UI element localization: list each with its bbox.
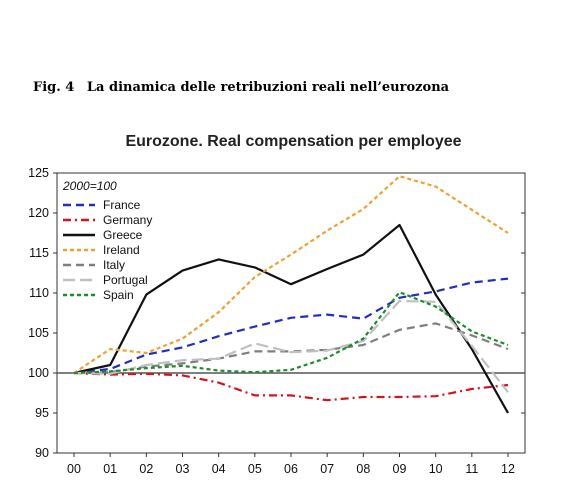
figure-caption-text: La dinamica delle retribuzioni reali nel… [86, 80, 450, 95]
series-line-portugal [73, 299, 509, 393]
x-tick-label: 05 [248, 462, 262, 476]
x-tick-label: 04 [212, 462, 226, 476]
series-line-greece [73, 223, 509, 414]
series-line-spain [73, 291, 509, 375]
legend-label-germany: Germany [103, 213, 152, 227]
y-tick-label: 105 [28, 326, 49, 340]
y-tick-label: 125 [28, 166, 49, 180]
legend-label-spain: Spain [103, 288, 134, 302]
x-tick-label: 12 [501, 462, 515, 476]
series-layer [73, 175, 509, 414]
x-tick-label: 00 [67, 462, 81, 476]
series-line-italy [73, 322, 509, 375]
legend-label-portugal: Portugal [103, 273, 148, 287]
y-tick-label: 120 [28, 206, 49, 220]
legend-label-france: France [103, 198, 141, 212]
y-tick-label: 90 [35, 446, 49, 460]
x-tick-label: 02 [139, 462, 153, 476]
legend-label-italy: Italy [103, 258, 125, 272]
x-tick-label: 09 [393, 462, 407, 476]
series-line-germany [73, 371, 509, 402]
chart-axes: 90 95 100 105 110 115 120 125 00 01 02 03 04 05 06 07 08… [28, 166, 526, 476]
legend-label-ireland: Ireland [103, 243, 140, 257]
y-tick-label: 100 [28, 366, 49, 380]
x-tick-label: 11 [465, 462, 478, 476]
figure-number: Fig. 4 [33, 80, 75, 95]
legend: 2000=100 FranceGermanyGreeceIrelandItalyP… [62, 179, 152, 302]
x-tick-label: 01 [103, 462, 117, 476]
chart-title: Eurozone. Real compensation per employee [125, 133, 462, 150]
series-line-france [73, 277, 509, 375]
y-tick-label: 95 [35, 406, 49, 420]
y-tick-label: 110 [29, 286, 49, 300]
x-tick-label: 08 [356, 462, 370, 476]
figure-caption: Fig. 4 La dinamica delle retribuzioni re… [33, 80, 449, 95]
x-tick-label: 07 [320, 462, 334, 476]
x-tick-label: 03 [176, 462, 190, 476]
x-tick-label: 06 [284, 462, 298, 476]
legend-label-greece: Greece [103, 228, 143, 242]
base-year-label: 2000=100 [62, 179, 117, 193]
series-line-ireland [73, 175, 509, 374]
x-tick-label: 10 [429, 462, 443, 476]
y-tick-label: 115 [29, 246, 49, 260]
